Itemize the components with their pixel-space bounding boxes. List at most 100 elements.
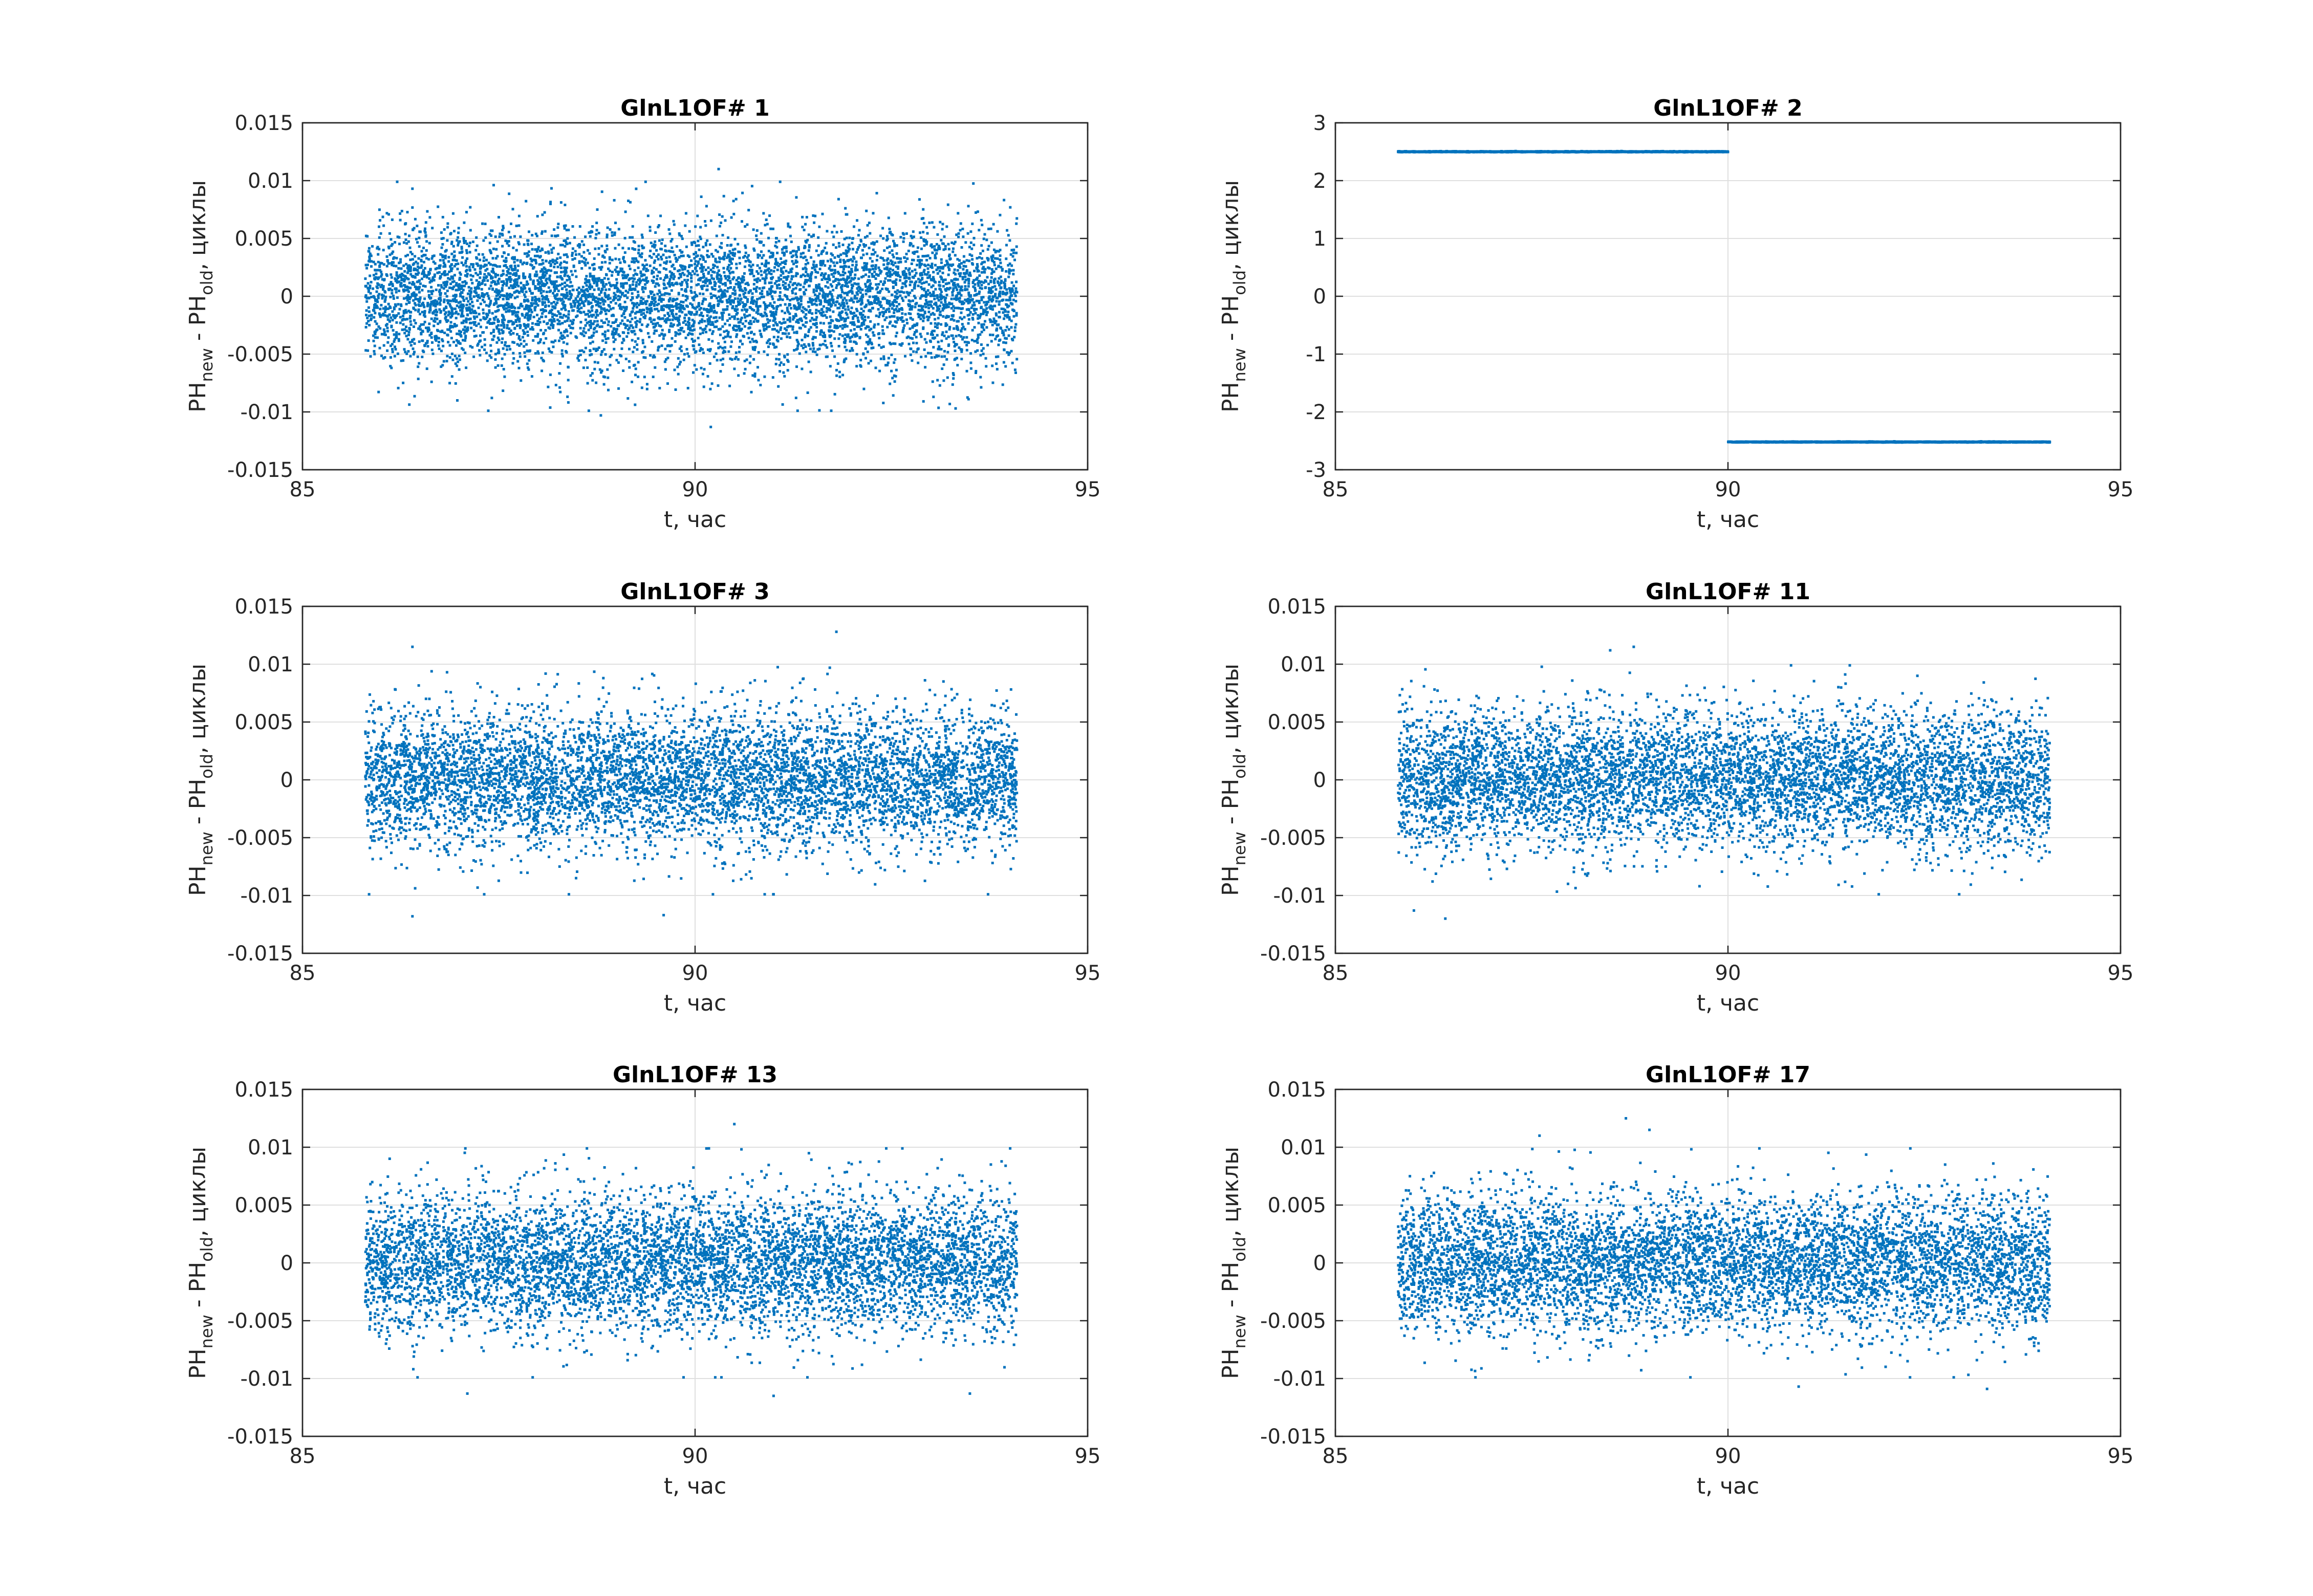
scatter-point [595,222,598,224]
scatter-point [994,338,997,340]
scatter-point [917,362,919,364]
scatter-point [592,341,594,343]
scatter-point [952,337,955,340]
scatter-point [522,336,524,339]
scatter-point [500,324,503,326]
scatter-point [579,321,582,323]
scatter-point [709,244,711,246]
scatter-point [405,311,408,314]
scatter-point [829,291,832,293]
scatter-point [602,376,605,378]
scatter-point [628,348,631,351]
scatter-point [784,327,786,330]
scatter-point [373,274,375,276]
scatter-point [875,366,877,369]
scatter-point [574,270,577,272]
scatter-point [735,352,738,354]
scatter-point [453,230,456,232]
scatter-point [618,258,620,261]
scatter-point [982,353,985,355]
scatter-point [796,409,799,412]
scatter-point [776,252,779,254]
scatter-point [409,247,412,249]
scatter-point [948,248,950,250]
scatter-point [525,283,528,286]
scatter-point [660,242,663,245]
scatter-point [737,297,740,300]
scatter-point [604,261,607,264]
scatter-point [862,388,865,390]
scatter-point [536,351,539,353]
scatter-point [753,283,755,286]
scatter-point [566,335,569,337]
scatter-point [1003,317,1005,320]
scatter-point [668,232,671,235]
scatter-point [709,362,711,365]
scatter-point [478,313,481,315]
scatter-point [987,248,989,251]
scatter-point [887,362,890,364]
scatter-point [924,355,927,358]
scatter-point [780,337,783,340]
scatter-point [404,233,407,235]
scatter-point [966,259,968,261]
scatter-point [993,285,996,288]
scatter-point [680,300,682,303]
scatter-point [980,386,982,389]
scatter-point [415,238,418,241]
figure-canvas: 85 90 95-0.015-0.01-0.00500.0050.010.015Gl… [0,0,2313,1596]
scatter-point [895,281,897,284]
scatter-point [940,239,942,242]
scatter-point [722,309,725,311]
scatter-point [962,235,964,238]
scatter-point [505,257,507,259]
scatter-point [711,382,714,385]
scatter-point [965,336,968,339]
scatter-point [649,250,652,252]
scatter-point [974,326,976,329]
scatter-point [494,316,497,318]
scatter-point [418,291,421,294]
scatter-point [658,224,660,227]
scatter-point [472,241,474,243]
scatter-point [787,223,789,225]
scatter-point [724,351,726,353]
scatter-point [449,324,452,327]
scatter-point [760,232,763,235]
scatter-point [561,353,564,355]
scatter-point [844,308,847,311]
scatter-point [982,347,985,349]
scatter-point [465,265,468,268]
scatter-point [904,313,907,316]
scatter-point [492,268,494,270]
scatter-point [690,280,693,282]
scatter-point [447,260,450,263]
scatter-point [772,376,774,379]
scatter-point [943,350,946,353]
scatter-point [470,278,472,281]
scatter-point [952,383,954,386]
scatter-point [808,344,811,347]
scatter-point [812,344,814,347]
scatter-point [748,337,750,339]
scatter-point [646,388,648,390]
scatter-point [589,349,592,352]
scatter-point [730,216,733,219]
scatter-point [555,314,558,317]
scatter-point [487,295,489,297]
scatter-point [920,236,922,239]
scatter-point [867,224,869,227]
scatter-point [612,331,614,333]
scatter-point [512,332,514,335]
scatter-point [972,313,975,316]
scatter-point [793,349,795,352]
scatter-point [523,293,526,296]
scatter-point [744,368,747,370]
scatter-point [514,297,516,299]
scatter-point [969,230,972,233]
scatter-point [840,288,843,291]
scatter-point [681,268,684,271]
scatter-point [998,311,1001,314]
scatter-point [694,273,696,275]
scatter-point [741,192,744,194]
